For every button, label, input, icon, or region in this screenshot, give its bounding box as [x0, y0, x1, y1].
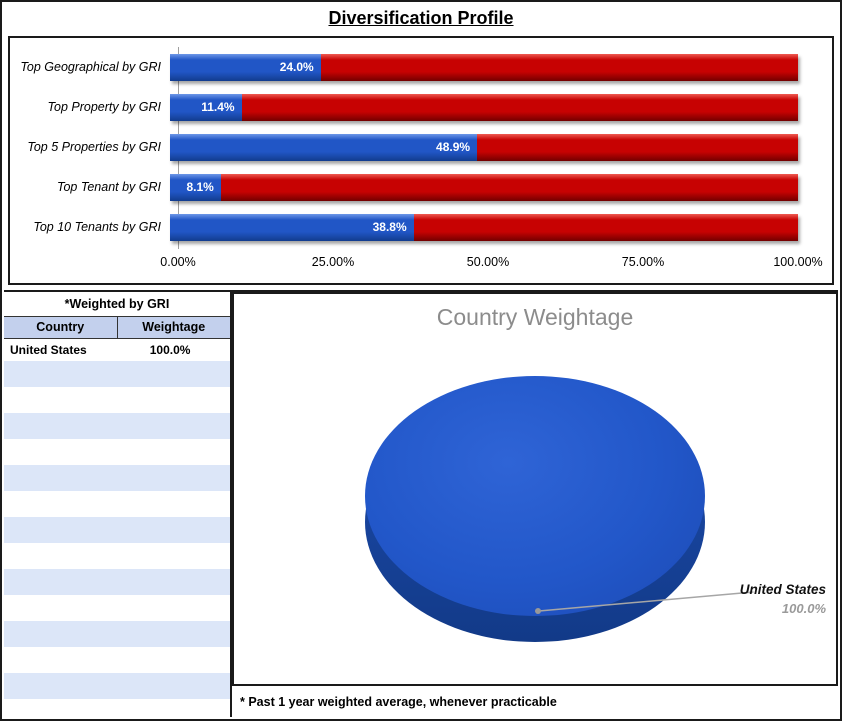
x-axis-tick: 0.00%	[160, 255, 196, 269]
bottom-section: *Weighted by GRI Country Weightage Unite…	[4, 290, 838, 717]
bar-segment-primary: 24.0%	[170, 53, 321, 81]
pie-column: Country Weightage United States 100.0% *…	[232, 292, 838, 717]
table-empty-row	[4, 517, 230, 543]
bar-segment-remainder	[241, 93, 798, 121]
pie-callout-country: United States	[739, 582, 826, 597]
bar-category-label: Top 5 Properties by GRI	[27, 139, 161, 154]
table-empty-row	[4, 439, 230, 465]
bar-value-label: 38.8%	[372, 220, 407, 234]
bar-row-2: Top Property by GRI 11.4%	[10, 87, 832, 127]
bar-segment-remainder	[320, 53, 798, 81]
bar-segment-primary: 11.4%	[170, 93, 242, 121]
table-header-country: Country	[36, 320, 85, 334]
table-empty-row	[4, 595, 230, 621]
table-cell-country: United States	[10, 343, 87, 357]
bar-category-label: Top Geographical by GRI	[20, 59, 161, 74]
table-body: United States 100.0%	[4, 339, 230, 717]
bar-row-1: Top Geographical by GRI 24.0%	[10, 47, 832, 87]
pie-callout-value: 100.0%	[781, 601, 826, 616]
bar-rows: Top Geographical by GRI 24.0% Top Property…	[10, 47, 832, 247]
table-empty-row	[4, 543, 230, 569]
table-empty-row	[4, 465, 230, 491]
pie-leader-line	[535, 591, 754, 614]
x-axis-tick: 25.00%	[311, 255, 355, 269]
table-empty-row	[4, 647, 230, 673]
bar-value-label: 8.1%	[186, 180, 214, 194]
x-axis-tick: 50.00%	[466, 255, 510, 269]
table-row: United States 100.0%	[4, 339, 230, 361]
bar-chart-title: Diversification Profile	[328, 8, 514, 28]
diversification-bar-chart: Top Geographical by GRI 24.0% Top Property…	[8, 36, 834, 285]
table-cell-weightage: 100.0%	[149, 343, 191, 357]
bar-value-label: 48.9%	[436, 140, 471, 154]
footnote: * Past 1 year weighted average, whenever…	[240, 695, 557, 709]
bar-segment-remainder	[220, 173, 798, 201]
table-empty-row	[4, 569, 230, 595]
bar-segment-primary: 38.8%	[170, 213, 414, 241]
bar-track: 38.8%	[170, 213, 798, 241]
bar-track: 11.4%	[170, 93, 798, 121]
table-empty-row	[4, 621, 230, 647]
bar-category-label: Top Tenant by GRI	[56, 179, 161, 194]
bar-row-4: Top Tenant by GRI 8.1%	[10, 167, 832, 207]
bar-category-label: Top Property by GRI	[47, 99, 161, 114]
pie-leader-dot	[535, 608, 542, 614]
table-header-weightage: Weightage	[116, 317, 231, 338]
table-header-row: Country Weightage	[4, 316, 230, 339]
table-caption: *Weighted by GRI	[64, 297, 170, 311]
bar-segment-remainder	[477, 133, 798, 161]
country-weightage-table: *Weighted by GRI Country Weightage Unite…	[4, 292, 232, 717]
table-empty-row	[4, 361, 230, 387]
bar-track: 48.9%	[170, 133, 798, 161]
bar-track: 8.1%	[170, 173, 798, 201]
bar-row-3: Top 5 Properties by GRI 48.9%	[10, 127, 832, 167]
table-empty-row	[4, 699, 230, 717]
bar-x-axis: 0.00% 25.00% 50.00% 75.00% 100.00%	[160, 250, 822, 276]
table-empty-row	[4, 491, 230, 517]
bar-value-label: 11.4%	[201, 100, 235, 114]
table-empty-row	[4, 413, 230, 439]
bar-row-5: Top 10 Tenants by GRI 38.8%	[10, 207, 832, 247]
pie-slice-united-states	[365, 376, 705, 616]
table-empty-row	[4, 387, 230, 413]
bar-category-label: Top 10 Tenants by GRI	[33, 219, 161, 234]
table-empty-row	[4, 673, 230, 699]
bar-segment-primary: 8.1%	[170, 173, 221, 201]
bar-value-label: 24.0%	[279, 60, 314, 74]
bar-segment-primary: 48.9%	[170, 133, 478, 161]
x-axis-tick: 75.00%	[621, 255, 665, 269]
bar-segment-remainder	[413, 213, 798, 241]
country-weightage-pie-panel: Country Weightage United States 100.0%	[232, 292, 838, 686]
x-axis-tick: 100.00%	[773, 255, 823, 269]
pie-chart-title: Country Weightage	[436, 304, 634, 330]
bar-track: 24.0%	[170, 53, 798, 81]
